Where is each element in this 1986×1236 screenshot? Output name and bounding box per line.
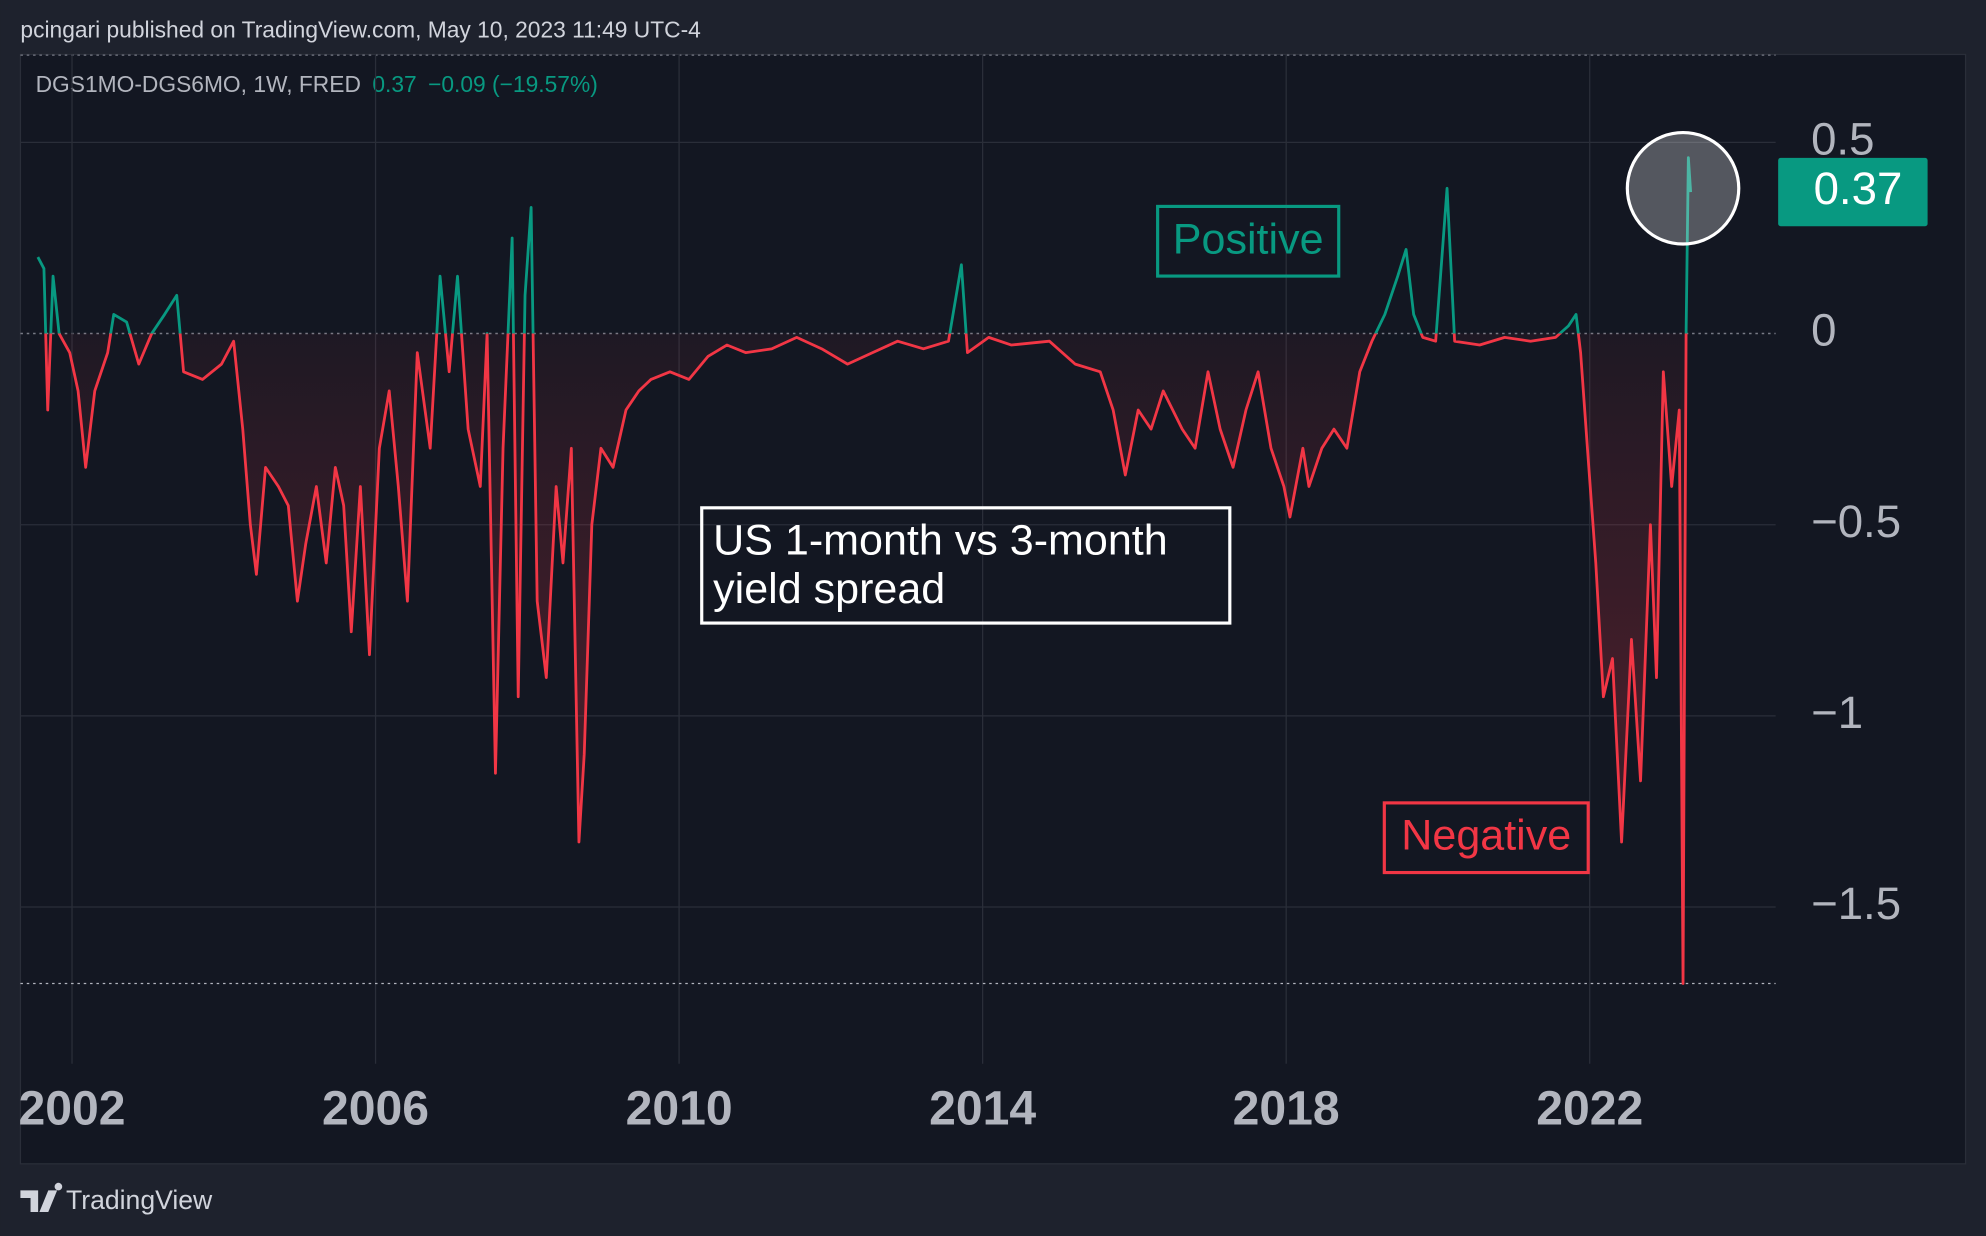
y-tick-label: −0.5 xyxy=(1811,496,1901,547)
footer: TradingView xyxy=(20,1182,213,1215)
highlight-circle xyxy=(1625,130,1741,246)
footer-brand: TradingView xyxy=(66,1185,213,1215)
legend-change: −0.09 (−19.57%) xyxy=(428,71,598,97)
logo xyxy=(20,1182,63,1212)
x-tick-label: 2018 xyxy=(1233,1082,1340,1136)
x-tick-label: 2002 xyxy=(18,1082,125,1136)
x-tick-label: 2010 xyxy=(626,1082,733,1136)
positive-frame xyxy=(1156,204,1341,278)
legend-symbol: DGS1MO-DGS6MO, 1W, FRED xyxy=(36,71,361,97)
legend-value: 0.37 xyxy=(372,71,416,97)
positive-label: Positive xyxy=(1173,215,1324,263)
price-label: 0.37 xyxy=(1814,163,1903,214)
description-frame xyxy=(700,506,1232,625)
x-tick-label: 2014 xyxy=(929,1082,1036,1136)
description-line: US 1-month vs 3-month xyxy=(713,517,1168,565)
grid xyxy=(20,54,1776,1064)
publish-info: pcingari published on TradingView.com, M… xyxy=(20,17,700,43)
x-tick-label: 2006 xyxy=(322,1082,429,1136)
negative-frame xyxy=(1382,801,1590,875)
legend: DGS1MO-DGS6MO, 1W, FRED 0.37 −0.09 (−19.… xyxy=(36,71,598,97)
series xyxy=(36,156,1693,985)
y-tick-label: 0 xyxy=(1811,305,1836,356)
description-line: yield spread xyxy=(713,565,945,613)
price-label-box xyxy=(1778,157,1928,227)
negative-label: Negative xyxy=(1401,812,1571,860)
x-tick-label: 2022 xyxy=(1536,1082,1643,1136)
negative-box: Negative xyxy=(1382,801,1590,875)
spread-line xyxy=(36,156,1693,985)
positive-box: Positive xyxy=(1156,204,1341,278)
y-tick-label: −1 xyxy=(1811,687,1863,738)
y-tick-label: 0.5 xyxy=(1811,113,1874,164)
y-tick-label: −1.5 xyxy=(1811,878,1901,929)
description-box: US 1-month vs 3-month yield spread xyxy=(700,506,1232,625)
